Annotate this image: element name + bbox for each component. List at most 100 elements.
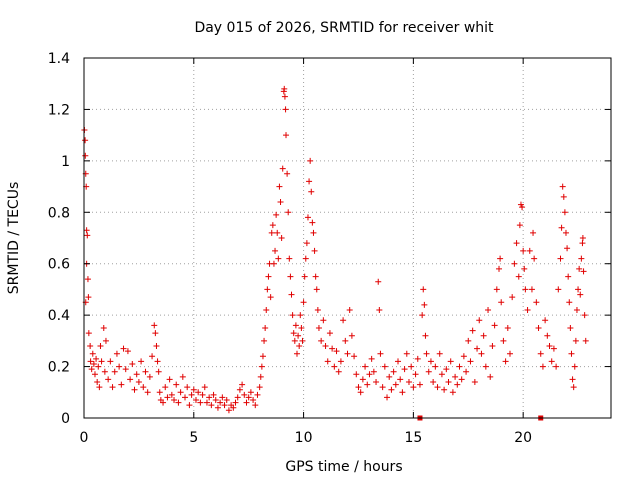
- data-point: [241, 391, 248, 398]
- data-point: [234, 394, 241, 401]
- data-point: [94, 379, 101, 385]
- data-point: [190, 386, 197, 393]
- data-point: [127, 376, 134, 383]
- data-point: [427, 358, 434, 365]
- data-point: [384, 394, 391, 401]
- y-tick-label: 0: [61, 411, 70, 427]
- data-point: [275, 255, 282, 262]
- data-point: [243, 399, 250, 406]
- data-point: [263, 307, 270, 313]
- data-point: [129, 361, 136, 367]
- data-point: [399, 389, 406, 396]
- data-point: [485, 307, 492, 313]
- data-point: [575, 286, 582, 293]
- data-point: [480, 332, 487, 339]
- data-point: [206, 394, 213, 401]
- axis-ticks: [83, 57, 611, 419]
- data-point: [310, 229, 317, 236]
- data-point: [509, 294, 516, 301]
- data-point: [463, 368, 470, 375]
- data-point: [493, 286, 500, 293]
- data-point: [447, 358, 454, 365]
- data-point: [105, 376, 112, 383]
- data-point: [489, 343, 496, 349]
- data-point: [247, 389, 254, 396]
- data-point: [264, 286, 271, 293]
- data-point: [582, 337, 589, 344]
- data-point: [239, 381, 246, 388]
- data-point: [397, 376, 404, 383]
- data-point: [320, 317, 327, 324]
- data-point: [458, 376, 465, 383]
- data-point: [270, 260, 277, 267]
- data-point: [113, 350, 120, 357]
- data-point: [456, 363, 463, 370]
- data-point: [359, 376, 366, 383]
- data-point: [515, 273, 522, 280]
- data-point: [208, 402, 215, 409]
- data-point: [140, 384, 147, 391]
- data-point: [162, 384, 169, 391]
- data-point: [283, 132, 290, 139]
- data-point: [156, 389, 163, 396]
- data-point: [214, 404, 221, 411]
- data-point: [368, 355, 375, 362]
- x-tick-label: 15: [404, 430, 422, 446]
- data-point: [342, 337, 349, 344]
- data-point: [149, 353, 156, 360]
- data-point: [412, 371, 419, 378]
- data-point: [221, 402, 228, 409]
- data-point: [254, 391, 261, 398]
- data-point: [561, 209, 568, 216]
- data-point: [438, 371, 445, 378]
- data-point: [250, 397, 257, 403]
- x-tick-label: 10: [295, 430, 313, 446]
- data-point: [569, 376, 576, 383]
- data-point: [560, 193, 567, 200]
- data-point: [566, 299, 573, 306]
- data-point: [478, 350, 485, 357]
- data-point: [155, 368, 162, 375]
- data-point: [164, 394, 171, 401]
- data-point: [335, 368, 342, 375]
- data-point: [535, 325, 542, 331]
- data-point: [83, 227, 90, 234]
- data-point: [502, 358, 509, 365]
- data-point: [530, 229, 537, 236]
- data-point: [570, 384, 577, 391]
- data-point: [152, 330, 159, 337]
- data-point: [232, 399, 239, 406]
- data-point: [568, 350, 575, 357]
- data-point: [302, 255, 309, 262]
- data-point: [434, 384, 441, 391]
- x-tick-label: 5: [189, 430, 198, 446]
- data-point: [344, 350, 351, 357]
- y-tick-label: 1.4: [48, 51, 70, 67]
- data-point: [531, 255, 538, 262]
- data-point: [520, 247, 527, 254]
- data-point: [93, 355, 100, 362]
- data-point: [364, 381, 371, 388]
- data-point: [252, 402, 259, 409]
- data-point: [258, 363, 265, 370]
- data-point: [144, 389, 151, 396]
- data-point: [179, 373, 186, 380]
- data-point: [195, 389, 202, 396]
- data-point: [348, 332, 355, 339]
- x-axis-label: GPS time / hours: [285, 459, 402, 475]
- data-point: [340, 317, 347, 324]
- data-point: [281, 93, 288, 100]
- data-point: [85, 294, 92, 301]
- data-point: [292, 322, 299, 329]
- data-point: [471, 379, 478, 385]
- data-point: [381, 363, 388, 370]
- data-point: [257, 373, 264, 380]
- data-point: [430, 379, 437, 385]
- data-point: [579, 240, 586, 247]
- data-point: [95, 363, 102, 370]
- data-point: [562, 229, 569, 236]
- data-point: [97, 343, 104, 349]
- data-point: [89, 350, 96, 357]
- data-point: [465, 337, 472, 344]
